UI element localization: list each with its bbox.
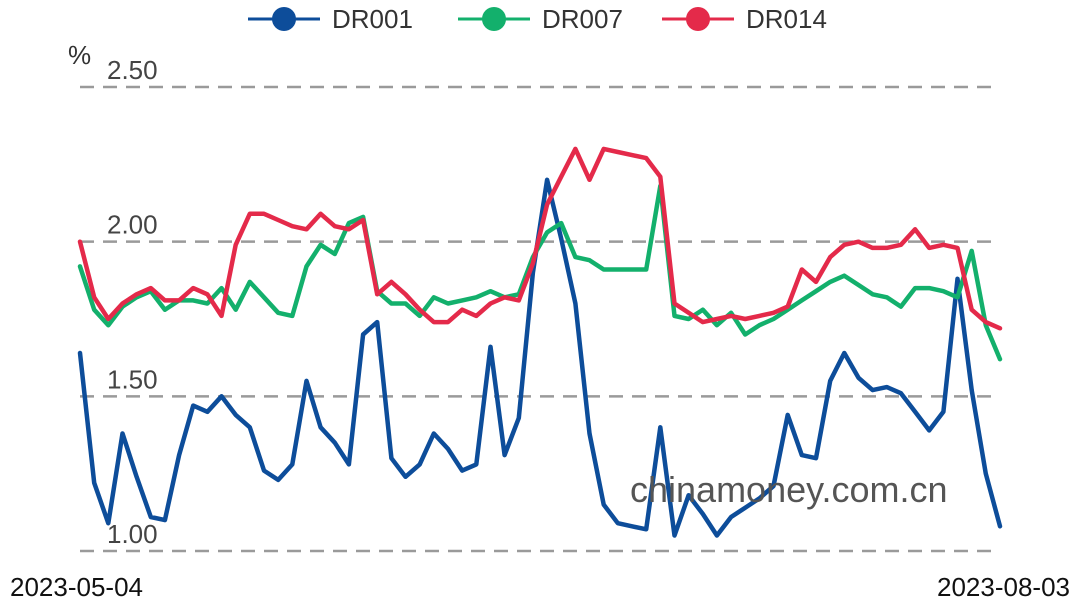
grid-lines: 1.00 1.50 2.00 2.50 (80, 55, 1000, 553)
legend-marker-dr014 (686, 7, 710, 31)
y-axis-unit-label: % (68, 40, 91, 70)
legend-label-dr001: DR001 (332, 4, 413, 34)
legend-marker-dr007 (482, 7, 506, 31)
x-tick-label-end: 2023-08-03 (937, 572, 1070, 602)
series-line-dr007 (77, 183, 1003, 362)
legend-marker-dr001 (272, 7, 296, 31)
chart-legend: DR001 DR007 DR014 (248, 4, 827, 34)
series-line-dr014 (77, 146, 1003, 331)
y-tick-label: 1.50 (107, 364, 158, 394)
legend-label-dr007: DR007 (542, 4, 623, 34)
y-tick-label: 1.00 (107, 519, 158, 549)
y-tick-label: 2.50 (107, 55, 158, 85)
watermark-text: chinamoney.com.cn (630, 469, 947, 510)
legend-label-dr014: DR014 (746, 4, 827, 34)
x-tick-label-start: 2023-05-04 (10, 572, 143, 602)
y-tick-label: 2.00 (107, 210, 158, 240)
series-lines (77, 146, 1003, 538)
